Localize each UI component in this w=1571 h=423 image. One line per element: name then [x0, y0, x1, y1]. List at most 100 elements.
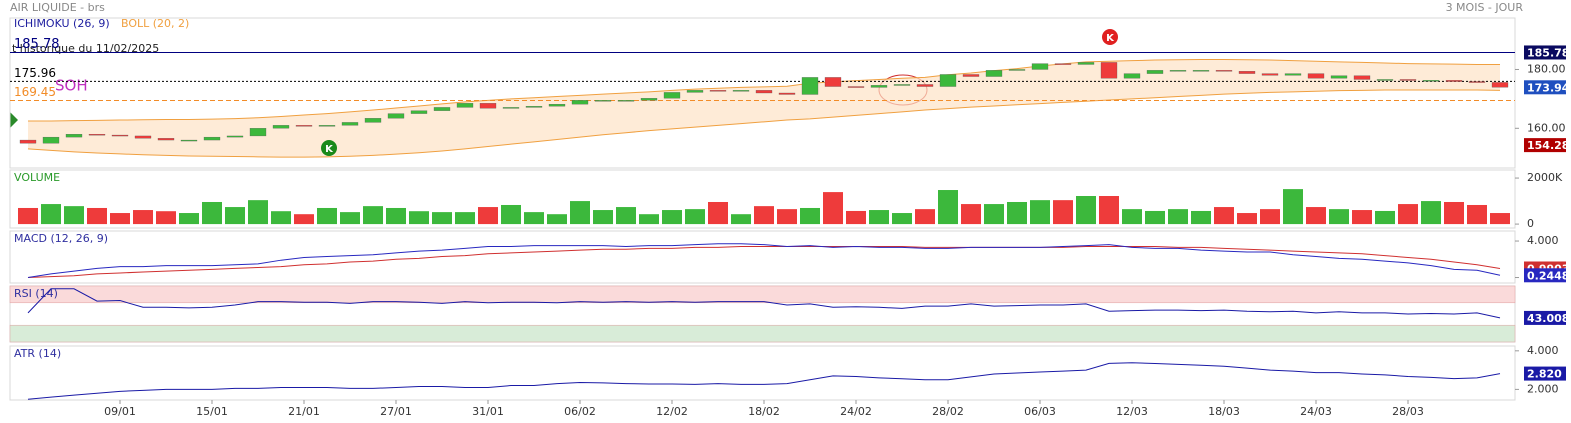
- candle: [640, 98, 658, 101]
- price-tag-label: 173.94: [1527, 81, 1570, 94]
- volume-bar: [915, 209, 935, 225]
- candle: [1077, 62, 1095, 65]
- candle: [502, 107, 520, 109]
- candle: [410, 110, 428, 114]
- candle: [1353, 75, 1371, 80]
- volume-bar: [823, 192, 843, 225]
- volume-bar: [133, 210, 153, 225]
- volume-bar: [1191, 210, 1211, 225]
- candle: [801, 77, 819, 95]
- legend-entry: ICHIMOKU (26, 9): [14, 17, 110, 30]
- price-tag-label: 154.28: [1527, 139, 1569, 152]
- signal-label: K: [325, 144, 334, 155]
- volume-bar: [455, 212, 475, 225]
- candle: [870, 85, 888, 88]
- candle: [778, 92, 796, 95]
- volume-bar: [18, 207, 38, 225]
- panel-frame: [9, 345, 1516, 401]
- candle: [594, 100, 612, 102]
- candle: [732, 90, 750, 92]
- x-tick-label: 06/03: [1024, 405, 1056, 418]
- x-tick-label: 09/01: [104, 405, 136, 418]
- band-fill: [28, 59, 1500, 158]
- volume-bar: [524, 212, 544, 225]
- volume-bar: [110, 213, 130, 225]
- y-tick-label: 4.000: [1527, 234, 1559, 247]
- panel-title: MACD (12, 26, 9): [14, 232, 108, 245]
- volume-bar: [754, 206, 774, 225]
- volume-bar: [708, 201, 728, 225]
- volume-bar: [1283, 189, 1303, 225]
- candle: [157, 138, 175, 141]
- volume-bar: [1030, 200, 1050, 225]
- x-tick-label: 21/01: [288, 405, 320, 418]
- panel-frame: [9, 230, 1516, 284]
- band-line: [27, 89, 1501, 158]
- candle: [1192, 70, 1210, 72]
- candle: [1169, 70, 1187, 72]
- panel-title: ATR (14): [14, 347, 61, 360]
- arrow-icon: [10, 112, 18, 128]
- volume-bar: [87, 207, 107, 225]
- y-tick-label: 4.000: [1527, 344, 1559, 357]
- series-line: [27, 243, 1501, 279]
- level-label: 185.78: [14, 37, 60, 52]
- series-line: [27, 246, 1501, 279]
- candle: [548, 104, 566, 107]
- volume-bar: [409, 211, 429, 225]
- candle: [1399, 79, 1417, 81]
- candle: [65, 134, 83, 138]
- x-tick-label: 24/03: [1300, 405, 1332, 418]
- candle: [364, 118, 382, 123]
- volume-bar: [961, 204, 981, 225]
- x-tick-label: 27/01: [380, 405, 412, 418]
- candle: [433, 107, 451, 111]
- candle: [663, 92, 681, 99]
- panel-frame: [9, 169, 1516, 229]
- candle: [1491, 82, 1509, 88]
- price-tag: [1524, 138, 1566, 153]
- candle: [456, 103, 474, 108]
- candle: [1376, 79, 1394, 81]
- candle: [1008, 69, 1026, 71]
- volume-bar: [1099, 196, 1119, 225]
- annotation: SOH: [55, 77, 88, 95]
- candle: [295, 125, 313, 127]
- volume-bar: [1122, 209, 1142, 225]
- candle: [479, 103, 497, 109]
- candle: [939, 74, 957, 87]
- panel-title: RSI (14): [14, 287, 58, 300]
- y-tick-label: 2.000: [1527, 382, 1559, 395]
- volume-bar: [64, 206, 84, 225]
- level-label: 175.96: [14, 66, 56, 80]
- volume-bar: [1260, 209, 1280, 225]
- price-tag: [1524, 366, 1566, 381]
- x-tick-label: 12/02: [656, 405, 688, 418]
- chart-title: AIR LIQUIDE - brs: [10, 1, 105, 14]
- volume-bar: [202, 201, 222, 225]
- price-tag-label: 2.820: [1527, 368, 1562, 381]
- candle: [1422, 80, 1440, 82]
- band-line: [28, 58, 1500, 122]
- candle: [1215, 70, 1233, 72]
- candle: [88, 134, 106, 136]
- volume-bar: [478, 207, 498, 225]
- candle: [1146, 70, 1164, 74]
- x-tick-label: 18/02: [748, 405, 780, 418]
- volume-bar: [1145, 210, 1165, 225]
- candle: [686, 90, 704, 93]
- candle: [1100, 62, 1118, 79]
- volume-bar: [1444, 201, 1464, 225]
- candle: [226, 135, 244, 138]
- zone: [9, 324, 1516, 343]
- volume-bar: [432, 212, 452, 225]
- volume-bar: [731, 214, 751, 225]
- volume-bar: [892, 213, 912, 225]
- candle: [42, 136, 60, 144]
- candle: [318, 125, 336, 127]
- volume-bar: [616, 207, 636, 225]
- candle: [1031, 63, 1049, 70]
- signal-marker: [1102, 29, 1118, 45]
- candle: [525, 106, 543, 108]
- zone: [9, 285, 1516, 304]
